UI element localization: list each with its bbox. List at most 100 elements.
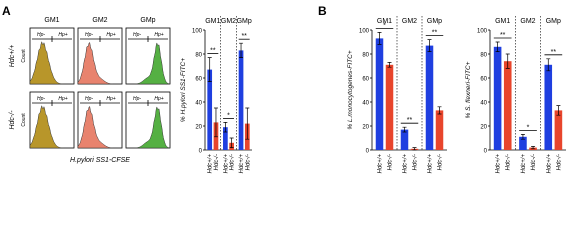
x-tick-label: Hdc-/- — [245, 154, 251, 170]
bar — [385, 64, 394, 150]
gate-label: Hp- — [85, 32, 93, 38]
y-tick-label: 60 — [195, 76, 202, 82]
column-title: GM2 — [92, 17, 107, 24]
y-tick-label: 20 — [195, 124, 202, 130]
x-tick-label: Hdc+/+ — [403, 154, 409, 174]
error-bar — [245, 107, 250, 140]
x-tick-label: Hdc+/+ — [378, 154, 384, 174]
x-tick-label: Hdc+/+ — [223, 154, 229, 174]
significance: * — [227, 112, 230, 119]
gate-label: Hp+ — [154, 96, 163, 102]
bar — [238, 50, 244, 150]
y-tick-label: 0 — [199, 148, 203, 154]
y-tick-label: 0 — [366, 148, 370, 154]
significance: ** — [210, 48, 216, 55]
x-tick-label: Hdc+/+ — [208, 154, 214, 174]
y-tick-label: 40 — [480, 100, 487, 106]
bar — [223, 127, 228, 150]
error-bar — [531, 146, 536, 150]
histogram — [29, 40, 74, 85]
y-tick-label: 40 — [195, 100, 202, 106]
y-axis-label: Count — [21, 113, 27, 127]
error-bar — [437, 106, 442, 115]
column-title: GM1 — [44, 17, 59, 24]
group-label: GM2 — [221, 18, 236, 25]
gate-label: Hp+ — [106, 32, 115, 38]
error-bar — [412, 147, 417, 151]
gate-label: Hp- — [37, 96, 45, 102]
error-bar — [427, 39, 432, 52]
x-tick-label: Hdc+/+ — [546, 154, 552, 174]
x-tick-label: Hdc-/- — [531, 154, 537, 170]
gate-label: Hp- — [85, 96, 93, 102]
y-axis-label: % L.monocytogenes-FITC+ — [347, 50, 354, 130]
group-label: GM1 — [377, 18, 392, 25]
y-tick-label: 0 — [484, 148, 488, 154]
y-axis-label: % S. flexneri-FITC+ — [465, 61, 472, 118]
y-tick-label: 20 — [480, 124, 487, 130]
gate-label: Hp+ — [58, 32, 67, 38]
panel-label: B — [318, 4, 327, 18]
error-bar — [402, 126, 407, 133]
column-title: GMp — [140, 17, 155, 24]
significance: ** — [241, 33, 247, 40]
error-bar — [377, 32, 382, 45]
y-tick-label: 80 — [480, 52, 487, 58]
gate-label: Hp- — [133, 96, 141, 102]
group-label: GM1 — [205, 18, 220, 25]
error-bar — [495, 41, 500, 52]
error-bar — [520, 134, 525, 140]
error-bar — [239, 42, 244, 58]
bar — [207, 69, 213, 150]
histogram — [29, 104, 74, 149]
histogram — [77, 42, 122, 85]
error-bar — [505, 53, 510, 69]
bar — [425, 45, 434, 150]
x-tick-label: Hdc+/+ — [239, 154, 245, 174]
group-label: GM2 — [402, 18, 417, 25]
bar — [519, 136, 527, 150]
significance: ** — [500, 32, 506, 39]
gate-label: Hp- — [37, 32, 45, 38]
gate-label: Hp+ — [58, 96, 67, 102]
y-tick-label: 80 — [195, 52, 202, 58]
y-tick-label: 20 — [362, 124, 369, 130]
x-tick-label: Hdc-/- — [438, 154, 444, 170]
error-bar — [556, 105, 561, 116]
panel-label: A — [2, 4, 11, 18]
y-axis-label: % H.pylori SS1-FITC+ — [180, 58, 187, 122]
histogram — [77, 106, 122, 149]
x-tick-label: Hdc-/- — [230, 154, 236, 170]
significance: ** — [432, 30, 438, 37]
y-tick-label: 80 — [362, 52, 369, 58]
bar — [400, 129, 409, 150]
y-tick-label: 100 — [477, 28, 488, 34]
histogram — [125, 42, 171, 85]
bar — [435, 110, 444, 150]
bar — [554, 110, 563, 150]
bar — [493, 46, 502, 150]
x-axis-label: H.pylori SS1-CFSE — [70, 157, 130, 164]
error-bar — [213, 107, 218, 138]
significance: ** — [407, 117, 413, 124]
x-tick-label: Hdc-/- — [413, 154, 419, 170]
x-tick-label: Hdc-/- — [214, 154, 220, 170]
x-tick-label: Hdc-/- — [556, 154, 562, 170]
error-bar — [387, 62, 392, 68]
row-label: Hdc+/+ — [9, 45, 16, 68]
group-label: GMp — [237, 18, 252, 25]
y-tick-label: 60 — [480, 76, 487, 82]
gate-label: Hp+ — [106, 96, 115, 102]
bar — [544, 64, 553, 150]
bar — [503, 61, 512, 151]
y-axis-label: Count — [21, 49, 27, 63]
group-label: GMp — [427, 18, 442, 25]
group-label: GM2 — [520, 18, 535, 25]
significance: * — [383, 22, 386, 29]
error-bar — [546, 58, 551, 72]
figure: A B GM1 Hp- Hp+ Hdc+/+ Count Hp- Hp+ Hdc-/- Coun… — [2, 4, 566, 174]
x-tick-label: Hdc+/+ — [496, 154, 502, 174]
x-tick-label: Hdc+/+ — [521, 154, 527, 174]
bar — [375, 38, 384, 150]
error-bar — [207, 57, 212, 82]
